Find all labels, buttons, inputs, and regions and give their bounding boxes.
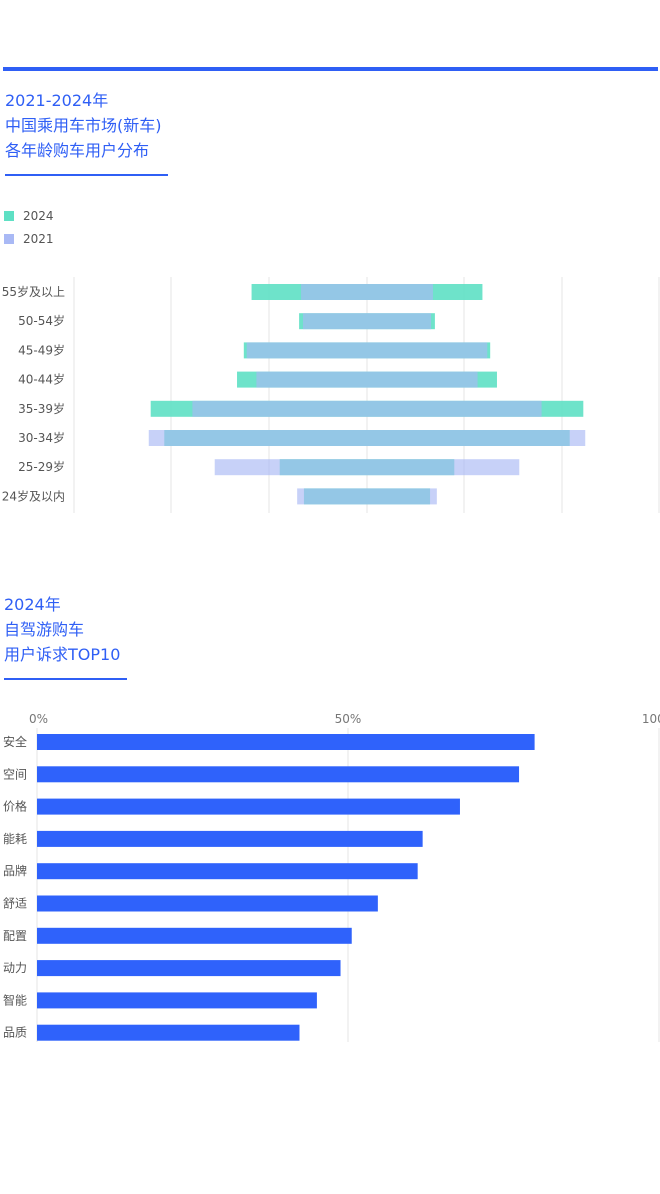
category-label: 24岁及以内 — [2, 488, 65, 503]
category-label: 品质 — [3, 1026, 27, 1040]
bar-2021 — [297, 488, 437, 505]
bar-2021 — [192, 400, 542, 417]
section1-title-line-1: 2021-2024年 — [5, 91, 109, 110]
section1-title-line-3: 各年龄购车用户分布 — [5, 141, 150, 160]
x-tick-label: 0% — [29, 712, 48, 726]
x-tick-label: 100% — [642, 712, 660, 726]
bar — [37, 895, 378, 912]
section2-title-line-1: 2024年 — [4, 595, 61, 614]
legend-item-2024[interactable]: 2024 — [4, 206, 54, 226]
legend-label-2021: 2021 — [23, 232, 54, 246]
legend-swatch-2024 — [4, 211, 14, 221]
category-label: 安全 — [3, 734, 27, 749]
category-label: 40-44岁 — [18, 372, 65, 387]
section1-title-line-2: 中国乘用车市场(新车) — [5, 116, 162, 135]
section2-title-line-2: 自驾游购车 — [4, 620, 85, 639]
category-label: 30-34岁 — [18, 430, 65, 445]
category-label: 智能 — [3, 992, 27, 1007]
category-label: 35-39岁 — [18, 401, 65, 416]
bar-2021 — [246, 342, 488, 359]
age-distribution-chart: 55岁及以上 50-54岁 45-49岁 40-44岁 35-39岁 30-34岁 25-2… — [2, 277, 660, 513]
bar-2021 — [214, 459, 520, 476]
bar — [37, 927, 352, 944]
bar — [37, 960, 341, 977]
category-label: 动力 — [3, 961, 27, 975]
section2-title-line-3: 用户诉求TOP10 — [4, 645, 121, 664]
legend-swatch-2021 — [4, 234, 14, 244]
section2-title-underline — [4, 678, 127, 680]
bar — [37, 766, 520, 783]
category-label: 配置 — [3, 929, 27, 943]
bar-2021 — [256, 371, 478, 388]
category-label: 舒适 — [3, 897, 27, 911]
category-label: 能耗 — [3, 832, 27, 846]
bar-2021 — [148, 430, 586, 446]
category-label: 空间 — [3, 767, 27, 781]
category-label: 45-49岁 — [18, 342, 65, 357]
section1-title: 2021-2024年 中国乘用车市场(新车) 各年龄购车用户分布 — [5, 88, 162, 163]
section2-title: 2024年 自驾游购车 用户诉求TOP10 — [4, 592, 120, 667]
section1-title-underline — [5, 174, 168, 176]
bar — [37, 992, 317, 1009]
legend-label-2024: 2024 — [23, 209, 54, 223]
category-label: 价格 — [3, 799, 27, 814]
bar-2021 — [302, 313, 432, 330]
legend-item-2021[interactable]: 2021 — [4, 229, 54, 249]
category-label: 25-29岁 — [18, 459, 65, 474]
x-tick-label: 50% — [335, 712, 362, 726]
top-accent-rule — [3, 67, 658, 71]
bar — [37, 863, 418, 880]
category-label: 55岁及以上 — [2, 284, 65, 299]
bar — [37, 1024, 300, 1041]
bar-2021 — [301, 284, 433, 300]
bar — [37, 734, 535, 750]
category-label: 50-54岁 — [18, 313, 65, 328]
chart1-legend: 2024 2021 — [4, 206, 54, 252]
category-label: 品牌 — [3, 864, 27, 878]
bar — [37, 798, 460, 815]
bar — [37, 830, 423, 847]
